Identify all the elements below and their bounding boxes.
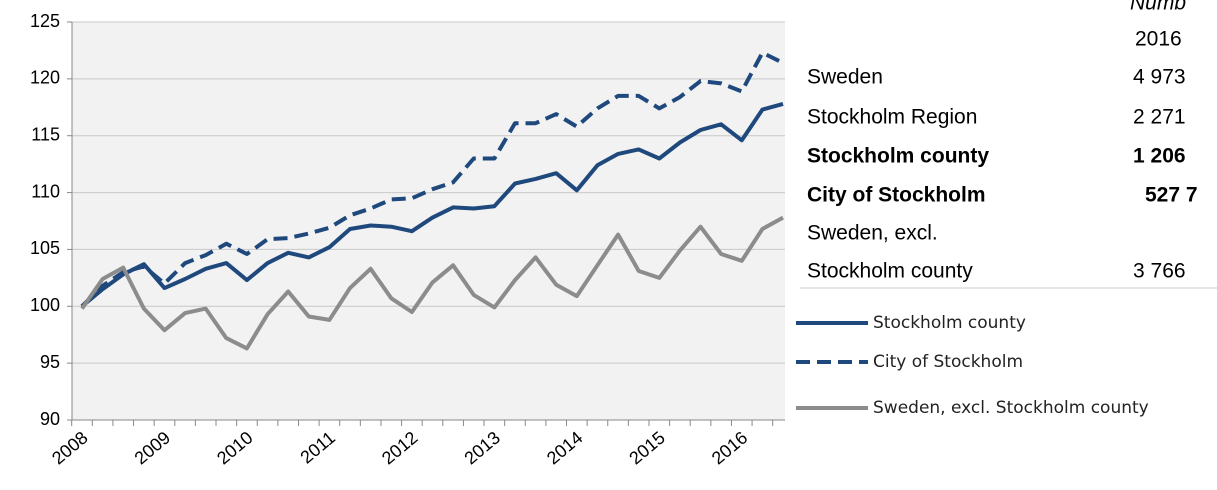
x-tick-label: 2014: [543, 427, 587, 468]
row-value: 2 271: [1133, 106, 1186, 129]
x-tick-label: 2015: [625, 427, 669, 468]
row-value: 3 766: [1133, 260, 1186, 283]
y-tick-label: 100: [30, 295, 60, 315]
row-label: Stockholm county: [807, 145, 989, 168]
row-label: Stockholm county: [807, 260, 973, 283]
y-tick-label: 90: [40, 409, 60, 429]
table-header: Numb: [1130, 0, 1186, 15]
x-tick-label: 2010: [213, 427, 257, 468]
row-label: City of Stockholm: [807, 184, 986, 207]
row-value: 527 7: [1145, 184, 1198, 207]
y-tick-label: 95: [40, 352, 60, 372]
legend-label: Stockholm county: [873, 313, 1026, 333]
series-line: [80, 50, 784, 308]
x-tick-label: 2008: [48, 427, 92, 468]
y-tick-label: 115: [31, 124, 60, 144]
row-value: 4 973: [1133, 66, 1186, 89]
x-tick-label: 2009: [131, 427, 175, 468]
y-tick-label: 110: [31, 181, 60, 201]
x-tick-label: 2011: [297, 427, 340, 467]
series-line: [80, 101, 784, 308]
x-tick-label: 2013: [460, 427, 504, 468]
row-label: Sweden, excl.: [807, 222, 938, 245]
series-line: [80, 215, 784, 351]
row-label: Sweden: [807, 66, 883, 89]
x-tick-label: 2012: [378, 427, 422, 468]
x-tick-label: 2016: [708, 427, 752, 468]
table-column: 2016: [1135, 28, 1182, 51]
y-tick-label: 120: [30, 68, 60, 88]
y-tick-label: 125: [30, 11, 60, 31]
legend-label: Sweden, excl. Stockholm county: [873, 398, 1149, 418]
row-label: Stockholm Region: [807, 106, 977, 129]
y-tick-label: 105: [30, 238, 60, 258]
row-value: 1 206: [1133, 145, 1186, 168]
legend-label: City of Stockholm: [873, 352, 1023, 372]
